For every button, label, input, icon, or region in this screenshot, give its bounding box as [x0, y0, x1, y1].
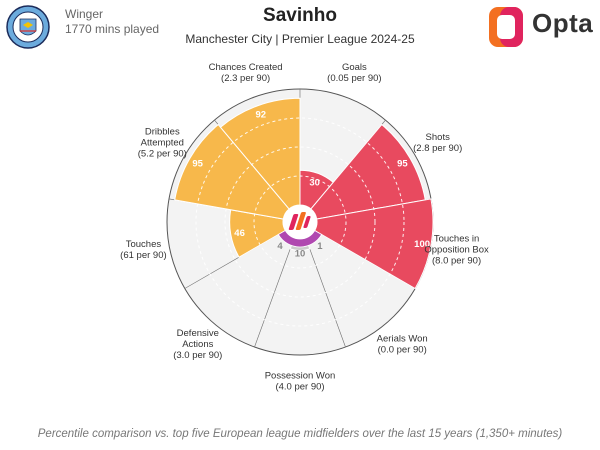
club-crest — [6, 5, 50, 49]
spoke-line — [254, 237, 295, 348]
brand-name: Opta — [532, 8, 594, 38]
team-season: Manchester City | Premier League 2024-25 — [185, 32, 415, 46]
player-position: Winger — [65, 7, 104, 21]
metric-label-touches-in-opposition-box: Touches in Opposition Box (8.0 per 90) — [424, 234, 489, 267]
value-label-chances-created: 92 — [255, 110, 266, 121]
grid-ring-25 — [253, 175, 347, 269]
grid-ring-75 — [195, 117, 405, 327]
metric-label-defensive-actions: Defensive Actions (3.0 per 90) — [173, 328, 222, 361]
metric-label-aerials-won: Aerials Won (0.0 per 90) — [377, 333, 428, 355]
label-layer: Goals (0.05 per 90) Shots (2.8 per 90) Touch… — [120, 62, 489, 392]
player-name: Savinho — [263, 5, 337, 26]
footnote: Percentile comparison vs. top five Europ… — [37, 428, 563, 440]
value-label-goals: 30 — [309, 177, 320, 188]
value-label-touches-in-opposition-box: 100 — [414, 239, 430, 250]
metric-label-shots: Shots (2.8 per 90) — [413, 132, 462, 154]
minutes-played: 1770 mins played — [65, 22, 160, 36]
wedge-layer — [174, 97, 434, 327]
opta-logo — [489, 7, 523, 47]
center-layer — [277, 205, 323, 248]
grid-ring-50 — [224, 146, 376, 298]
value-label-possession-won: 10 — [295, 249, 306, 260]
value-label-dribbles-attempted: 95 — [192, 158, 203, 169]
value-label-aerials-won: 1 — [317, 241, 323, 252]
metric-label-dribbles-attempted: Dribbles Attempted (5.2 per 90) — [138, 127, 187, 160]
metric-label-touches: Touches (61 per 90) — [120, 239, 166, 261]
value-label-shots: 95 — [397, 158, 408, 169]
center-base-arc — [277, 229, 323, 248]
center-brand-icon — [288, 212, 311, 230]
player-info: Winger 1770 mins played — [65, 7, 159, 37]
value-label-touches: 46 — [234, 228, 245, 239]
metric-label-possession-won: Possession Won (4.0 per 90) — [265, 371, 336, 393]
value-label-defensive-actions: 4 — [277, 241, 283, 252]
metric-label-chances-created: Chances Created (2.3 per 90) — [209, 62, 283, 84]
metric-label-goals: Goals (0.05 per 90) — [327, 62, 381, 84]
value-layer: 30 95 100 1 10 4 46 95 92 — [192, 110, 430, 260]
